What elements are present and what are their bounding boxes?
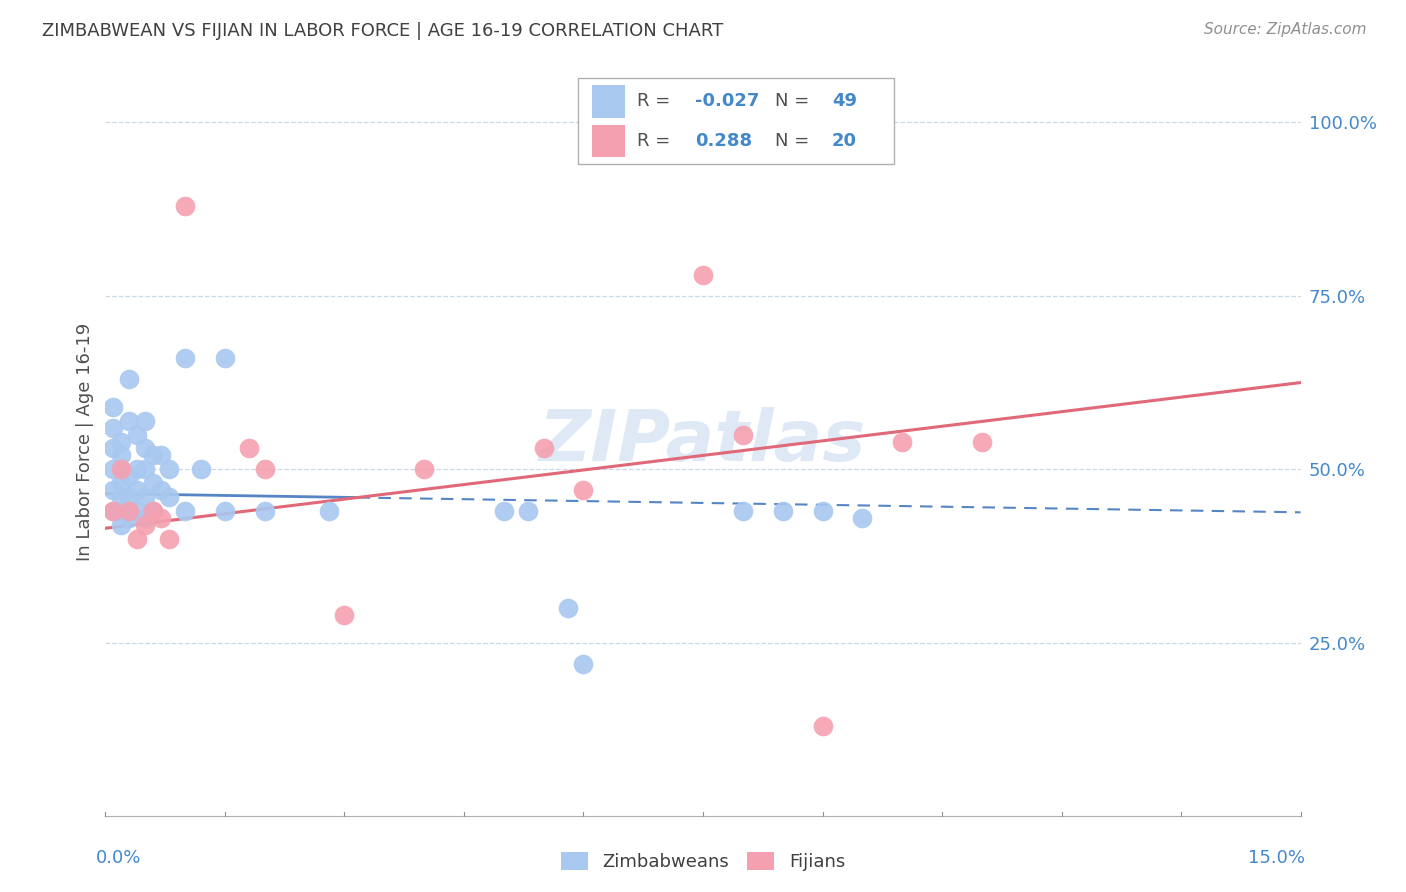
- Point: [150, 511, 173, 525]
- Point: [413, 462, 436, 476]
- Bar: [592, 85, 626, 118]
- Text: 15.0%: 15.0%: [1247, 849, 1305, 867]
- Point: [190, 462, 212, 476]
- Text: R =: R =: [637, 93, 676, 111]
- Text: ZIMBABWEAN VS FIJIAN IN LABOR FORCE | AGE 16-19 CORRELATION CHART: ZIMBABWEAN VS FIJIAN IN LABOR FORCE | AG…: [42, 22, 724, 40]
- Point: [103, 420, 125, 434]
- Point: [134, 462, 156, 476]
- Point: [142, 449, 165, 463]
- Text: R =: R =: [637, 132, 676, 150]
- Point: [142, 504, 165, 518]
- Point: [492, 504, 515, 518]
- Point: [516, 504, 538, 518]
- Point: [253, 504, 276, 518]
- Point: [572, 483, 595, 497]
- Point: [134, 442, 156, 456]
- Point: [253, 462, 276, 476]
- Point: [572, 657, 595, 671]
- Bar: [592, 125, 626, 157]
- Point: [891, 434, 914, 449]
- Point: [214, 351, 236, 366]
- Point: [174, 351, 197, 366]
- Text: 0.0%: 0.0%: [96, 849, 141, 867]
- FancyBboxPatch shape: [578, 78, 894, 164]
- Point: [238, 442, 260, 456]
- Text: 49: 49: [832, 93, 858, 111]
- Point: [174, 199, 197, 213]
- Text: 20: 20: [832, 132, 858, 150]
- Y-axis label: In Labor Force | Age 16-19: In Labor Force | Age 16-19: [76, 322, 94, 561]
- Point: [127, 483, 149, 497]
- Point: [811, 504, 834, 518]
- Point: [533, 442, 555, 456]
- Point: [134, 414, 156, 428]
- Point: [118, 511, 141, 525]
- Text: ZIPatlas: ZIPatlas: [540, 407, 866, 476]
- Point: [134, 511, 156, 525]
- Point: [127, 462, 149, 476]
- Text: -0.027: -0.027: [695, 93, 759, 111]
- Point: [851, 511, 873, 525]
- Point: [157, 532, 180, 546]
- Point: [110, 462, 132, 476]
- Point: [772, 504, 794, 518]
- Point: [103, 400, 125, 414]
- Point: [127, 427, 149, 442]
- Point: [150, 483, 173, 497]
- Text: N =: N =: [775, 132, 814, 150]
- Point: [318, 504, 340, 518]
- Point: [134, 517, 156, 532]
- Point: [214, 504, 236, 518]
- Point: [142, 476, 165, 491]
- Text: Source: ZipAtlas.com: Source: ZipAtlas.com: [1204, 22, 1367, 37]
- Legend: Zimbabweans, Fijians: Zimbabweans, Fijians: [554, 846, 852, 879]
- Point: [118, 469, 141, 483]
- Point: [118, 372, 141, 386]
- Point: [118, 414, 141, 428]
- Point: [110, 462, 132, 476]
- Point: [174, 504, 197, 518]
- Text: 0.288: 0.288: [695, 132, 752, 150]
- Point: [692, 268, 714, 282]
- Point: [127, 532, 149, 546]
- Text: N =: N =: [775, 93, 814, 111]
- Point: [333, 607, 356, 622]
- Point: [811, 719, 834, 733]
- Point: [731, 427, 754, 442]
- Point: [110, 434, 132, 449]
- Point: [103, 483, 125, 497]
- Point: [970, 434, 993, 449]
- Point: [110, 449, 132, 463]
- Point: [103, 504, 125, 518]
- Point: [110, 504, 132, 518]
- Point: [150, 449, 173, 463]
- Point: [110, 476, 132, 491]
- Point: [118, 490, 141, 504]
- Point: [557, 601, 579, 615]
- Point: [134, 490, 156, 504]
- Point: [127, 504, 149, 518]
- Point: [731, 504, 754, 518]
- Point: [157, 490, 180, 504]
- Point: [157, 462, 180, 476]
- Point: [118, 504, 141, 518]
- Point: [142, 504, 165, 518]
- Point: [103, 442, 125, 456]
- Point: [110, 490, 132, 504]
- Point: [103, 504, 125, 518]
- Point: [103, 462, 125, 476]
- Point: [110, 517, 132, 532]
